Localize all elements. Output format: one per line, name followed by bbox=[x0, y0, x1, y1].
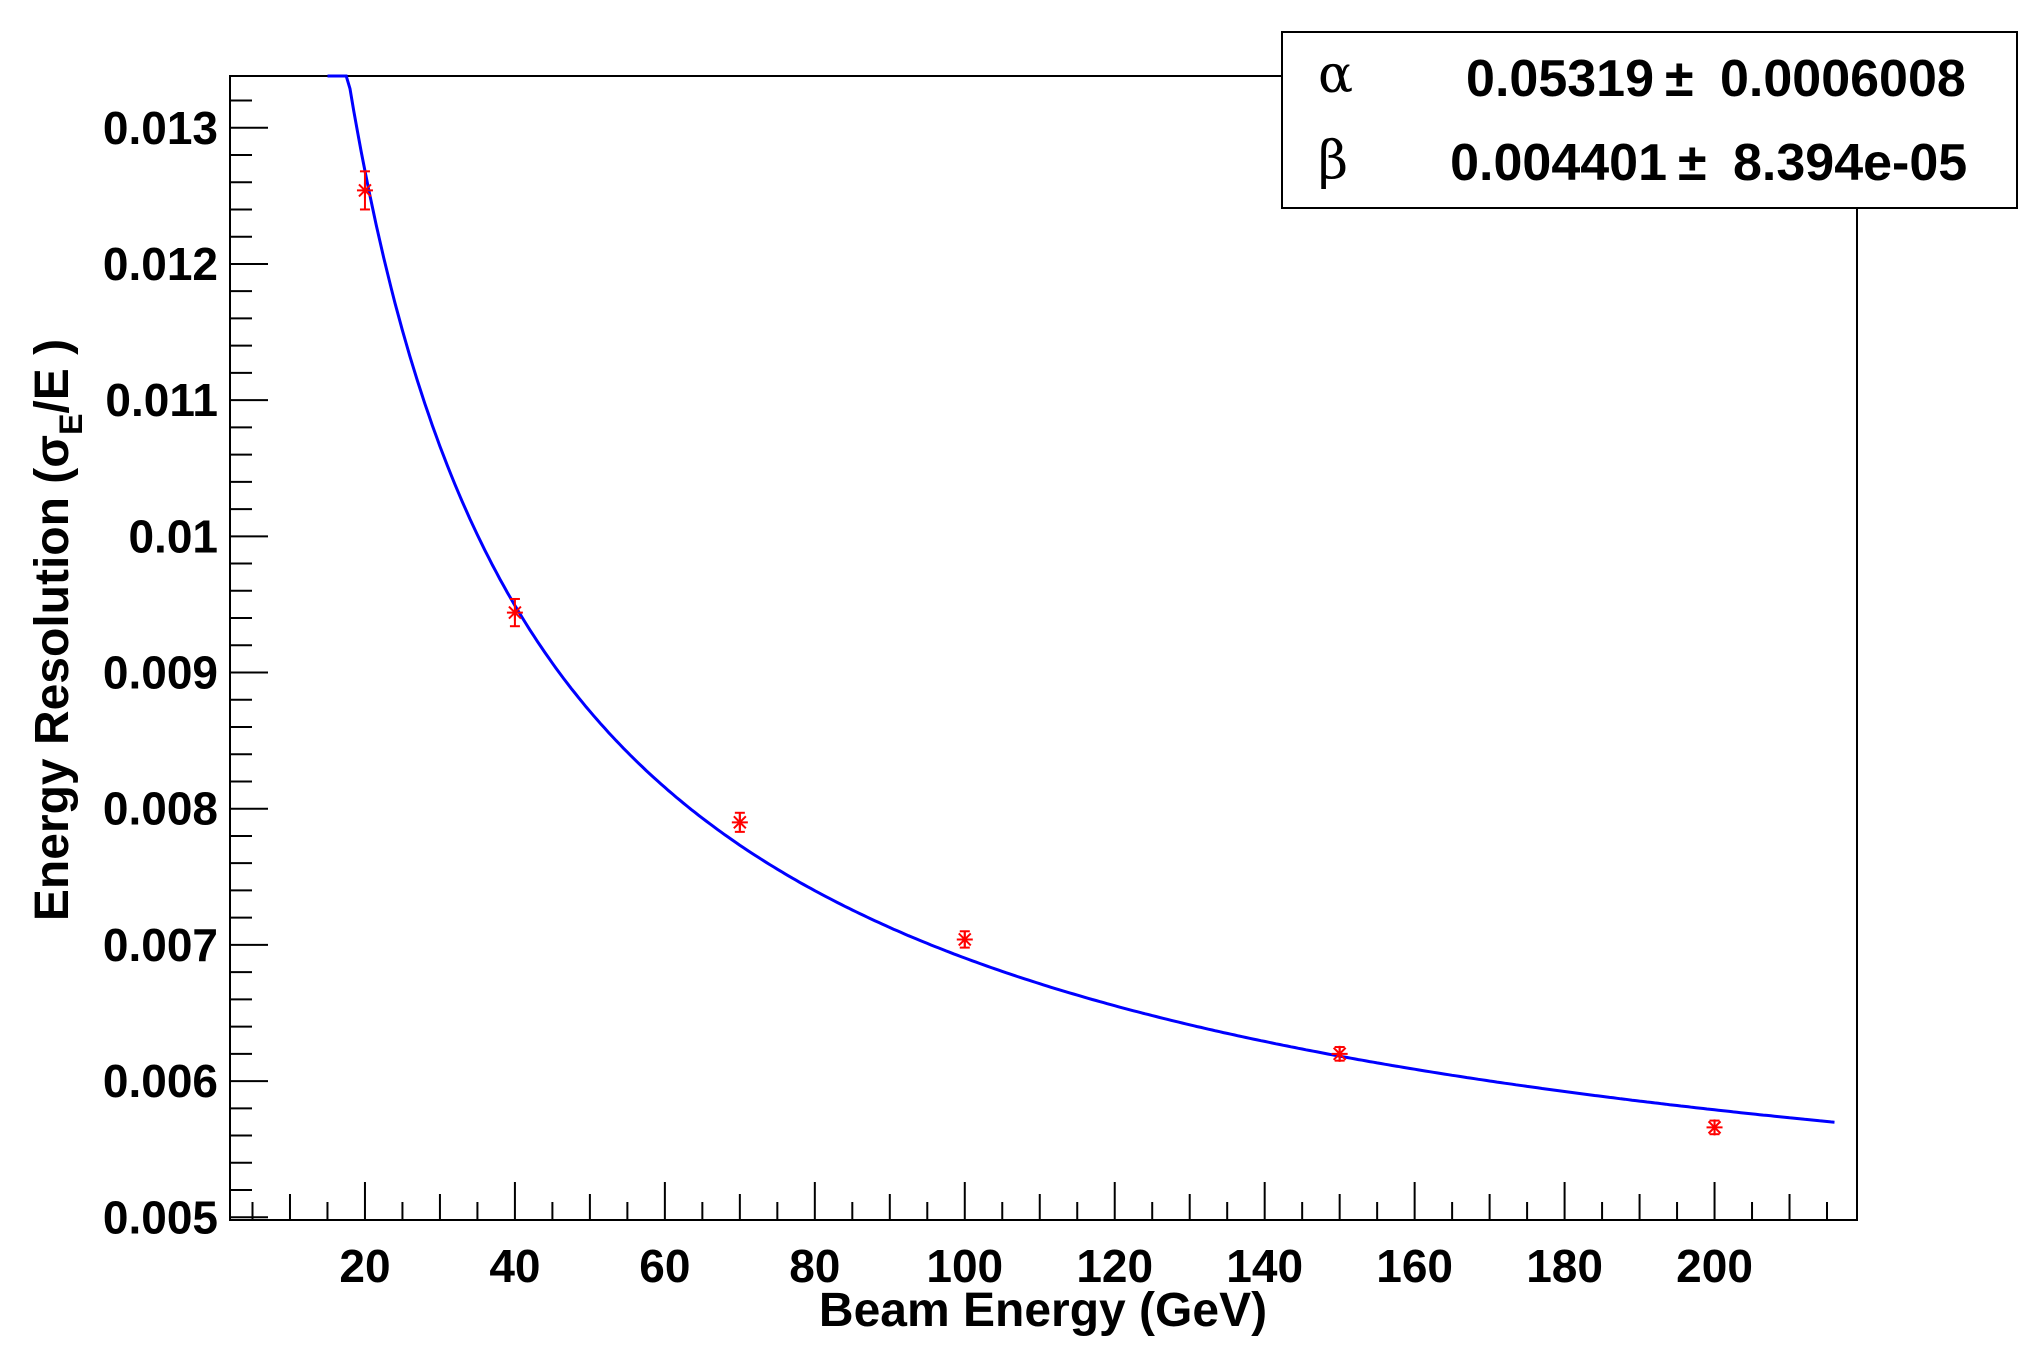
plot-frame bbox=[229, 75, 1858, 1221]
data-point bbox=[1331, 1045, 1348, 1062]
data-point bbox=[1706, 1119, 1723, 1136]
x-tick-label: 120 bbox=[1076, 1240, 1153, 1292]
y-tick-label: 0.01 bbox=[128, 510, 218, 562]
fit-curve-layer bbox=[327, 74, 1835, 1124]
data-point bbox=[731, 811, 748, 833]
y-tick-label: 0.006 bbox=[103, 1055, 218, 1107]
y-tick-label: 0.013 bbox=[103, 102, 218, 154]
y-tick-label: 0.009 bbox=[103, 647, 218, 699]
x-tick-label: 180 bbox=[1526, 1240, 1603, 1292]
y-tick-label: 0.008 bbox=[103, 783, 218, 835]
fit-parameters-box: α 0.05319 ± 0.0006008 β 0.004401 ± 8.394… bbox=[1281, 31, 2018, 209]
x-axis-title: Beam Energy (GeV) bbox=[819, 1284, 1267, 1337]
data-point bbox=[506, 597, 523, 628]
x-axis: 20 40 60 80 100 120 140 160 180 200 bbox=[251, 1182, 1829, 1292]
alpha-value: 0.05319 bbox=[1466, 50, 1654, 108]
x-tick-label: 200 bbox=[1676, 1240, 1753, 1292]
y-tick-label: 0.012 bbox=[103, 238, 218, 290]
svg-text:Energy Resolution (σE/E ): Energy Resolution (σE/E ) bbox=[26, 339, 89, 921]
data-points-layer bbox=[356, 170, 1723, 1136]
data-point bbox=[956, 930, 973, 949]
beta-pm: ± bbox=[1678, 134, 1707, 192]
x-tick-label: 140 bbox=[1226, 1240, 1303, 1292]
beta-value: 0.004401 bbox=[1450, 134, 1667, 192]
y-axis-title-subscript: E bbox=[53, 414, 89, 435]
y-axis-title-prefix: Energy Resolution ( bbox=[26, 468, 79, 921]
x-tick-label: 160 bbox=[1376, 1240, 1453, 1292]
fit-curve bbox=[327, 74, 1835, 1124]
fit-parameters-box-frame bbox=[1281, 31, 2018, 209]
beta-error: 8.394e-05 bbox=[1733, 134, 1967, 192]
beta-symbol: β bbox=[1318, 131, 1348, 191]
data-point bbox=[356, 170, 373, 211]
x-tick-label: 80 bbox=[789, 1240, 840, 1292]
alpha-pm: ± bbox=[1665, 50, 1694, 108]
y-axis-title-sigma: σ bbox=[26, 435, 79, 468]
alpha-symbol: α bbox=[1318, 45, 1353, 105]
y-tick-label: 0.011 bbox=[105, 374, 218, 426]
alpha-error: 0.0006008 bbox=[1720, 50, 1966, 108]
y-axis: 0.005 0.006 0.007 0.008 0.009 0.01 0.011 0.012 0… bbox=[103, 99, 268, 1243]
y-axis-title-suffix: /E ) bbox=[26, 339, 79, 414]
x-tick-label: 20 bbox=[339, 1240, 390, 1292]
x-tick-label: 40 bbox=[489, 1240, 540, 1292]
plot-area-border bbox=[229, 75, 1858, 1221]
y-tick-label: 0.005 bbox=[103, 1191, 218, 1243]
x-tick-label: 100 bbox=[926, 1240, 1003, 1292]
y-axis-title: Energy Resolution (σE/E ) bbox=[26, 339, 89, 921]
y-tick-label: 0.007 bbox=[103, 919, 218, 971]
x-tick-label: 60 bbox=[639, 1240, 690, 1292]
